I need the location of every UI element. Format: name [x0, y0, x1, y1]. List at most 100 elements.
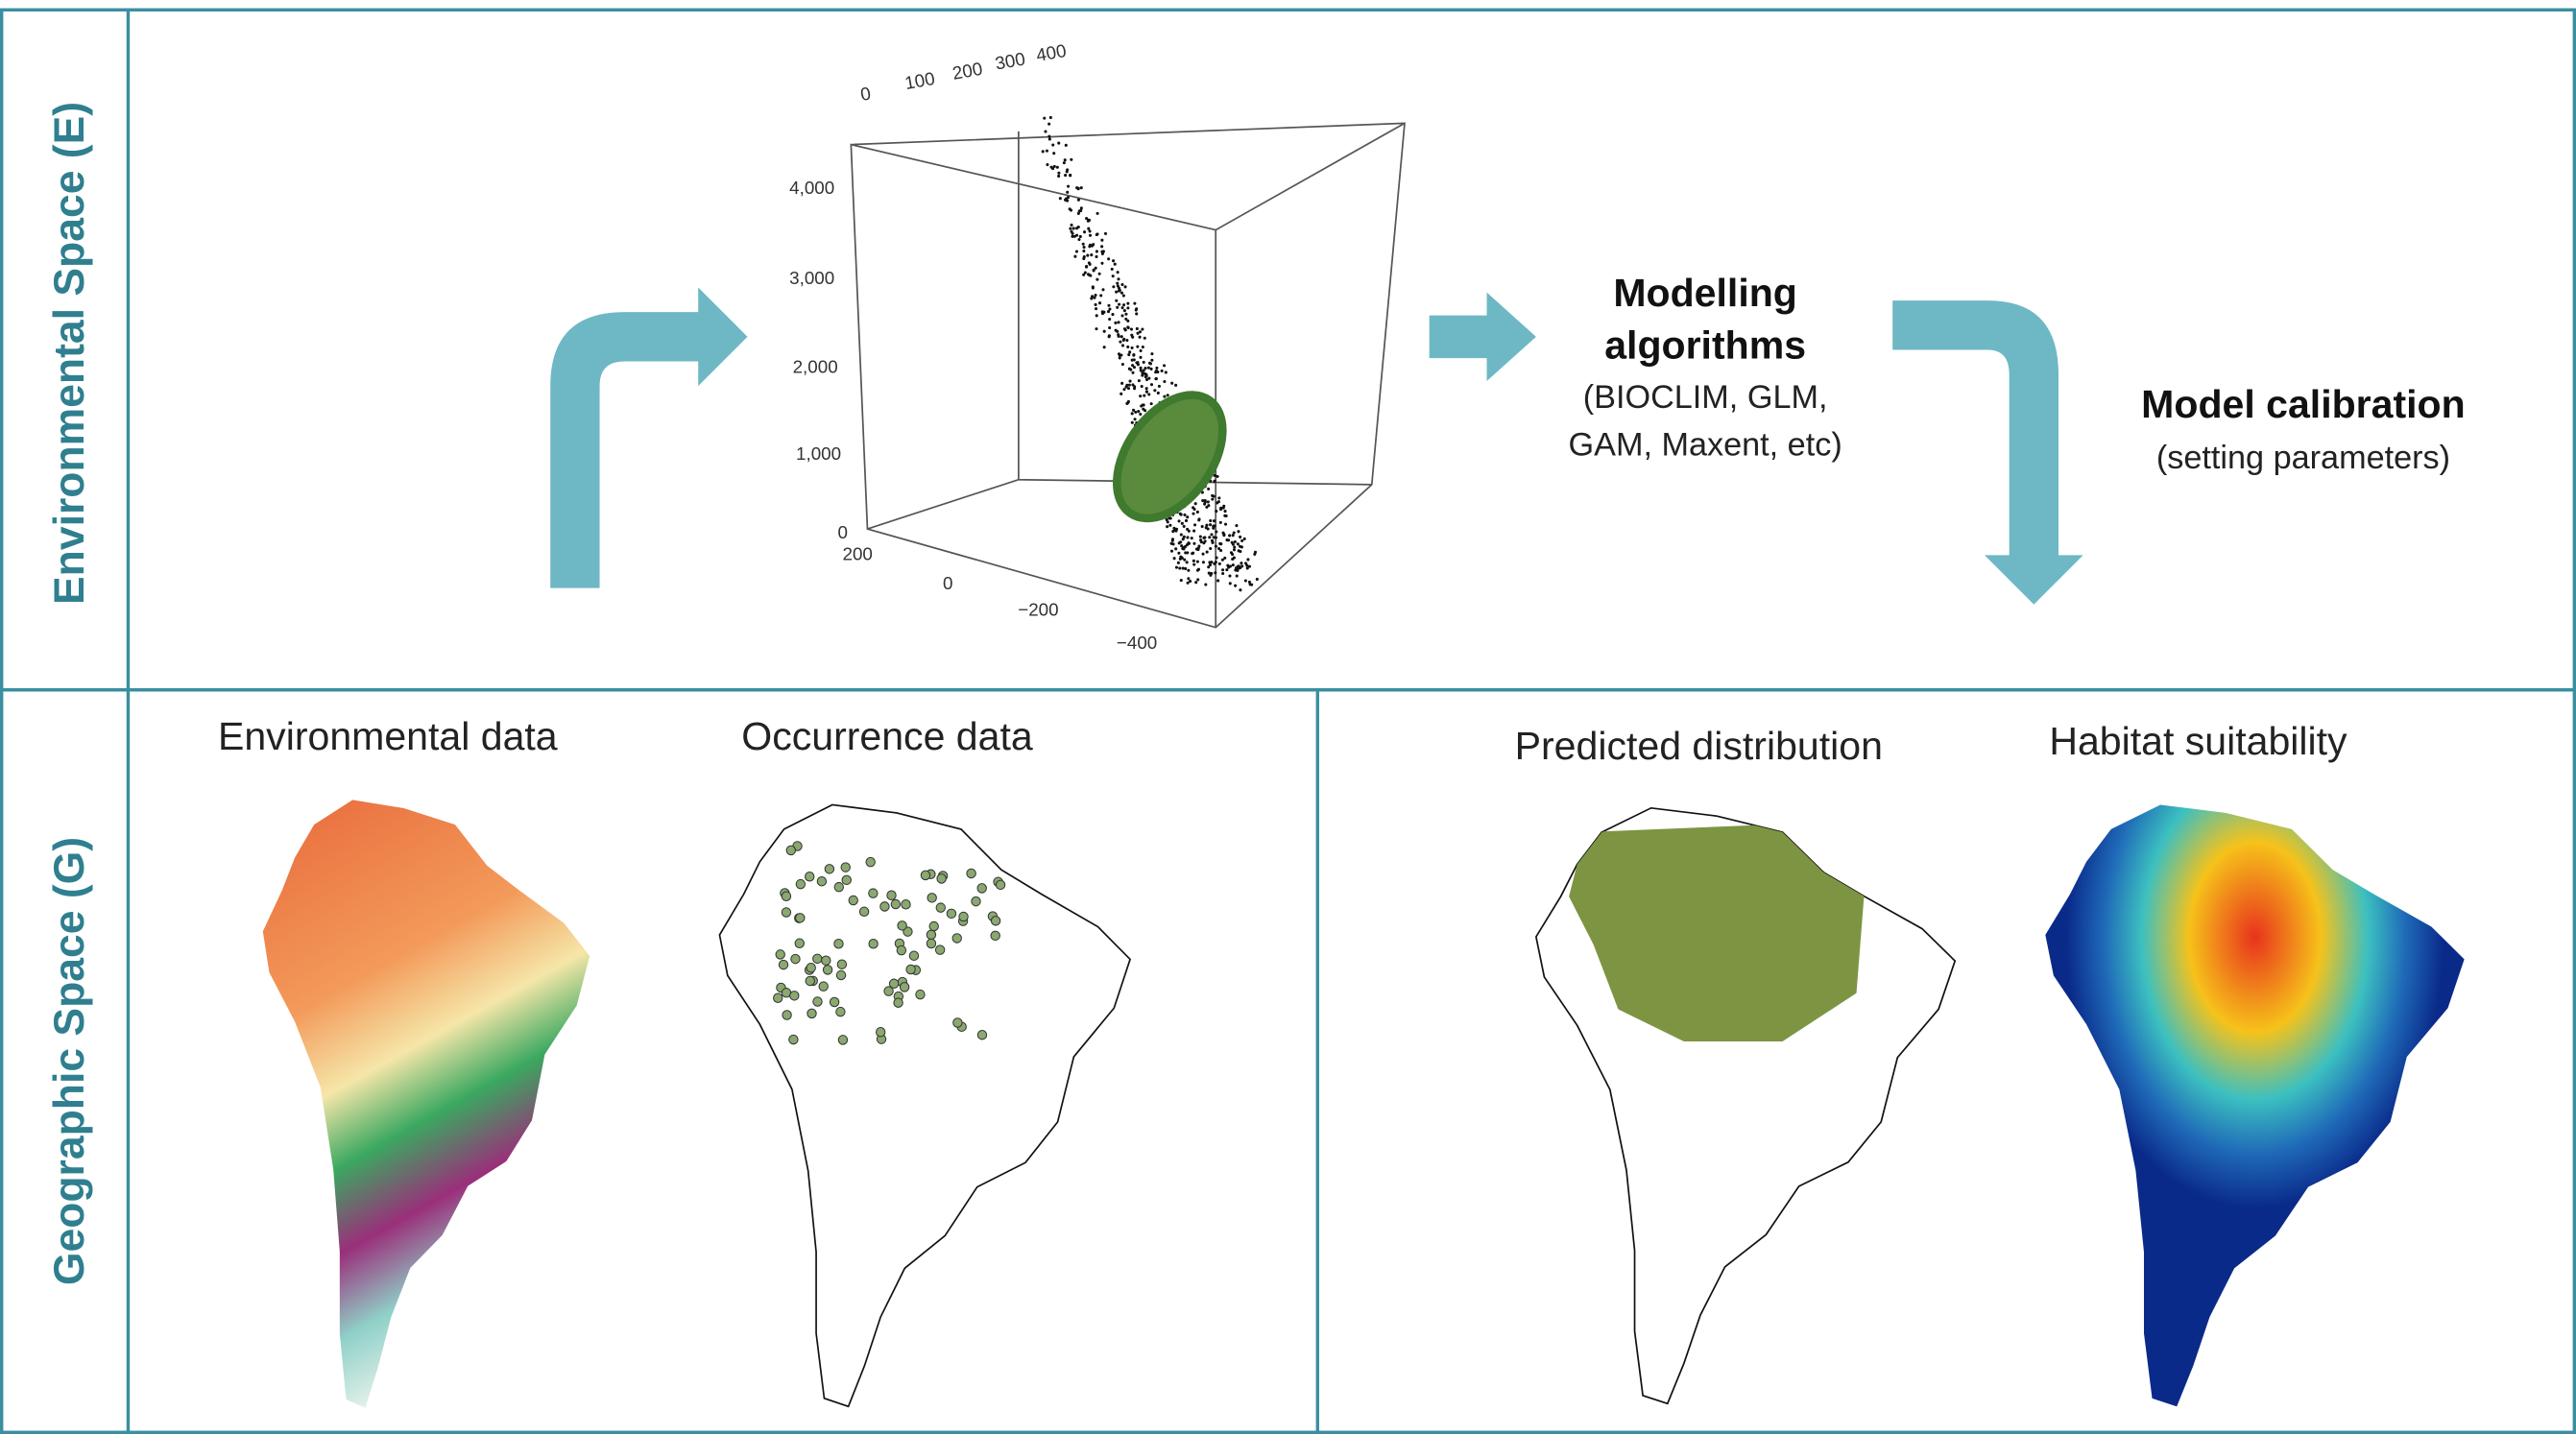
- point: [1095, 233, 1098, 236]
- point: [1126, 320, 1129, 323]
- point: [1204, 584, 1207, 586]
- point: [1077, 199, 1080, 202]
- tick-label: 0: [837, 522, 847, 542]
- point: [1199, 535, 1202, 538]
- point: [1140, 349, 1143, 352]
- point: [1107, 257, 1110, 260]
- occurrence-point: [869, 939, 878, 947]
- point: [1046, 150, 1048, 153]
- plot-box: [851, 123, 1405, 627]
- point: [1095, 303, 1097, 306]
- calibration-detail: (setting parameters): [2156, 440, 2450, 476]
- point: [1082, 243, 1085, 246]
- point: [1208, 536, 1211, 538]
- point: [1044, 131, 1047, 133]
- point: [1095, 255, 1097, 258]
- point: [1180, 579, 1183, 582]
- point: [1121, 306, 1124, 309]
- point: [1141, 327, 1144, 330]
- point: [1051, 144, 1054, 147]
- point: [1193, 523, 1196, 526]
- point: [1178, 566, 1181, 569]
- occurrence-point: [897, 945, 905, 954]
- point: [1215, 530, 1217, 533]
- modelling-detail: (BIOCLIM, GLM,: [1583, 379, 1828, 416]
- occurrence-point: [894, 998, 903, 1007]
- occurrence-point: [789, 1035, 798, 1043]
- point: [1142, 346, 1144, 348]
- point: [1139, 330, 1142, 333]
- point: [1108, 307, 1111, 310]
- point: [1114, 263, 1117, 266]
- point: [1119, 341, 1121, 344]
- point: [1112, 285, 1115, 288]
- point: [1103, 346, 1106, 348]
- point: [1065, 198, 1068, 201]
- point: [1119, 393, 1122, 395]
- point: [1207, 500, 1210, 503]
- occurrence-point: [869, 889, 878, 897]
- occurrence-point: [813, 954, 822, 963]
- point: [1100, 262, 1103, 265]
- point: [1204, 501, 1207, 504]
- map-title: Habitat suitability: [2049, 719, 2347, 763]
- point: [1043, 117, 1046, 120]
- point: [1224, 523, 1227, 526]
- point: [1218, 542, 1221, 545]
- occurrence-point: [880, 902, 889, 911]
- point: [1183, 559, 1186, 562]
- point: [1240, 539, 1243, 542]
- point: [1207, 565, 1210, 568]
- map-title: Environmental data: [218, 714, 558, 758]
- point: [1192, 506, 1194, 509]
- point: [1083, 246, 1086, 249]
- point: [1170, 550, 1173, 553]
- occurrence-point: [782, 1011, 791, 1019]
- point: [1069, 227, 1071, 230]
- point: [1136, 327, 1139, 330]
- point: [1119, 356, 1121, 359]
- point: [1183, 525, 1186, 528]
- point: [1101, 312, 1104, 315]
- point: [1213, 495, 1216, 498]
- point: [1119, 289, 1121, 292]
- point: [1234, 540, 1237, 543]
- point: [1092, 243, 1095, 246]
- point: [1095, 250, 1098, 252]
- point: [1254, 551, 1257, 554]
- point: [1077, 212, 1080, 215]
- point: [1237, 530, 1240, 533]
- point: [1121, 363, 1124, 366]
- point: [1182, 546, 1185, 549]
- point: [1183, 514, 1186, 516]
- point: [1185, 519, 1188, 522]
- point: [1209, 523, 1212, 526]
- map-title: Occurrence data: [741, 714, 1033, 758]
- point: [1093, 269, 1095, 272]
- tick-label: 0: [859, 83, 873, 105]
- point: [1086, 254, 1089, 257]
- occurrence-point: [830, 997, 838, 1006]
- point: [1236, 575, 1239, 578]
- occurrence-point: [996, 880, 1004, 889]
- point: [1192, 552, 1194, 555]
- point: [1178, 541, 1181, 544]
- occurrence-point: [953, 1018, 962, 1027]
- point: [1177, 562, 1180, 564]
- point: [1064, 158, 1067, 161]
- occurrence-point: [991, 917, 999, 925]
- point: [1210, 561, 1213, 563]
- point: [1108, 334, 1111, 337]
- point: [1163, 395, 1166, 398]
- point: [1139, 413, 1142, 416]
- point: [1175, 566, 1178, 569]
- point: [1142, 408, 1144, 411]
- point: [1143, 361, 1145, 364]
- point: [1240, 564, 1243, 567]
- point: [1240, 562, 1242, 564]
- niche-ellipse: [1095, 375, 1244, 538]
- occurrence-point: [927, 930, 935, 939]
- point: [1139, 356, 1142, 359]
- arrow: [1430, 293, 1536, 381]
- occurrence-map: [719, 804, 1130, 1406]
